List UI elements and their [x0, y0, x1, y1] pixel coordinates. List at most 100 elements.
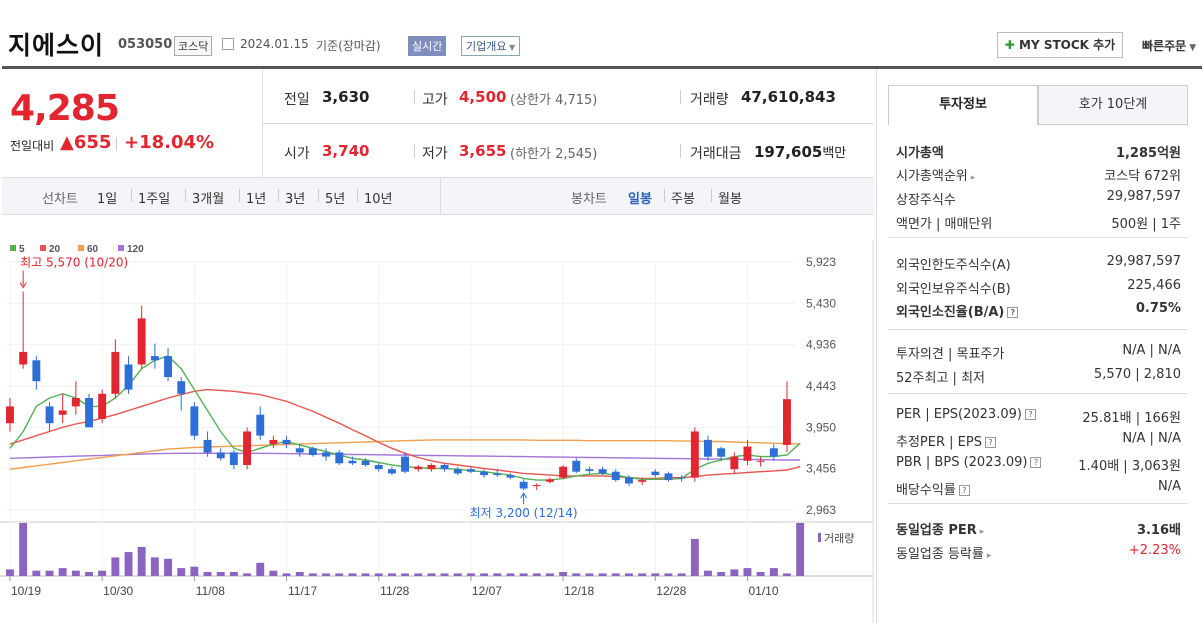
legend-label: 20	[49, 244, 61, 255]
volume-label: 거래량	[690, 92, 729, 108]
candle-period-2[interactable]: 월봉	[718, 192, 742, 207]
prev-close-label: 전일	[284, 92, 310, 108]
volume-bar	[71, 570, 80, 576]
panel-row-value: N/A	[1158, 479, 1181, 494]
candle-body	[572, 460, 581, 472]
row-label-text: 시가총액	[896, 146, 944, 161]
volume-bar	[256, 562, 265, 577]
row-label-text: 투자의견 | 목표주가	[896, 347, 1005, 362]
candle-chart-label: 봉차트	[571, 192, 607, 207]
candle-body	[243, 431, 251, 465]
candle-body	[519, 481, 528, 489]
period-bar	[2, 177, 874, 215]
stock-header: 지에스이 053050 코스닥 2024.01.15 기준(장마감) 실시간 기…	[0, 0, 1203, 66]
candle-body	[388, 469, 396, 474]
divider	[888, 237, 1188, 238]
panel-row-label[interactable]: 동일업종 등락률 ▸	[896, 543, 991, 562]
period-0[interactable]: 1일	[97, 192, 118, 207]
candle-body	[150, 356, 159, 361]
volume-bar	[598, 573, 607, 577]
candle-period-0[interactable]: 일봉	[628, 192, 652, 207]
candle-body	[216, 452, 225, 459]
volume-bar	[295, 572, 304, 576]
panel-row-label[interactable]: 동일업종 PER ▸	[896, 519, 984, 538]
volume-bar	[638, 573, 647, 577]
candle-body	[177, 381, 186, 394]
panel-row-value: 225,466	[1127, 278, 1181, 293]
help-icon[interactable]: ?	[958, 485, 970, 496]
panel-row-value: 25.81배 | 166원	[1082, 411, 1181, 426]
tab-orderbook[interactable]: 호가 10단계	[1038, 85, 1188, 125]
volume-bar	[216, 572, 225, 576]
legend-label: 5	[19, 244, 25, 255]
panel-row-label: PBR | BPS (2023.09)?	[896, 455, 1042, 470]
x-tick-label: 01/10	[748, 584, 778, 598]
volume-bar	[58, 568, 67, 576]
panel-row-value: 3.16배	[1136, 523, 1181, 538]
period-2[interactable]: 3개월	[192, 192, 225, 207]
candle-body	[361, 460, 370, 465]
open-value: 3,740	[322, 142, 370, 160]
legend-swatch	[78, 245, 84, 251]
volume-bar	[717, 572, 726, 576]
divider	[888, 503, 1188, 504]
row-label-text: 외국인보유주식수(B)	[896, 282, 1011, 297]
panel-row-label: 외국인한도주식수(A)	[896, 254, 1011, 273]
panel-row-label: 추정PER | EPS?	[896, 431, 996, 450]
help-icon[interactable]: ?	[1024, 409, 1036, 420]
candle-period-1[interactable]: 주봉	[671, 192, 695, 207]
volume-bar	[150, 557, 159, 576]
candle-body	[427, 465, 436, 470]
candle-body	[677, 477, 686, 479]
panel-row-label[interactable]: 시가총액순위 ▸	[896, 165, 975, 184]
candle-body	[493, 473, 502, 476]
line-chart-label: 선차트	[42, 192, 78, 207]
volume-bar	[585, 573, 594, 577]
period-1[interactable]: 1주일	[138, 192, 171, 207]
period-3[interactable]: 1년	[246, 192, 267, 207]
tab-investment-info[interactable]: 투자정보	[888, 85, 1038, 125]
volume-bar	[572, 573, 581, 577]
candle-body	[229, 452, 238, 465]
volume-bar	[743, 568, 752, 576]
price-chart[interactable]: 5,923 5,430 4,936 4,443 3,950 3,456 2,963 10/19…	[0, 240, 874, 623]
company-overview-button[interactable]: 기업개요 ▼	[461, 36, 521, 56]
help-icon[interactable]: ?	[1007, 307, 1019, 318]
period-6[interactable]: 10년	[364, 192, 393, 207]
help-icon[interactable]: ?	[1030, 457, 1042, 468]
candle-body	[190, 406, 199, 436]
volume-bar	[611, 573, 620, 577]
add-my-stock-button[interactable]: ✚ MY STOCK 추가	[997, 32, 1123, 58]
candle-body	[730, 456, 739, 470]
candle-body	[164, 356, 172, 377]
ma60-line	[9, 439, 801, 470]
chevron-right-icon: ▸	[970, 173, 976, 183]
fast-order-button[interactable]: 빠른주문 ▼	[1142, 37, 1196, 54]
market-badge: 코스닥	[174, 36, 213, 56]
y-tick-label: 5,430	[806, 296, 836, 310]
period-5[interactable]: 5년	[325, 192, 346, 207]
realtime-button[interactable]: 실시간	[408, 36, 447, 56]
volume-bar	[506, 573, 515, 577]
change-amount: 655	[73, 132, 112, 153]
row-label-text: 동일업종 PER	[896, 523, 977, 538]
volume-bar	[427, 573, 436, 577]
candle-body	[704, 439, 712, 457]
company-overview-label: 기업개요	[466, 40, 507, 53]
low-annotation: 최저 3,200 (12/14)	[470, 506, 578, 520]
candle-body	[506, 475, 515, 478]
period-4[interactable]: 3년	[285, 192, 306, 207]
panel-row-value: 29,987,597	[1106, 189, 1181, 204]
panel-row-value: 코스닥 672위	[1104, 169, 1181, 184]
high-arrow-head	[19, 282, 27, 289]
volume-bar	[85, 572, 93, 576]
row-label-text: 상장주식수	[896, 193, 956, 208]
volume-bar	[480, 573, 489, 577]
quote-date: 2024.01.15	[240, 37, 309, 51]
high-annotation: 최고 5,570 (10/20)	[20, 256, 128, 270]
candle-body	[651, 471, 660, 476]
help-icon[interactable]: ?	[984, 437, 996, 448]
plus-icon: ✚	[1004, 38, 1015, 52]
volume-bar	[203, 572, 212, 576]
candle-body	[58, 410, 67, 415]
